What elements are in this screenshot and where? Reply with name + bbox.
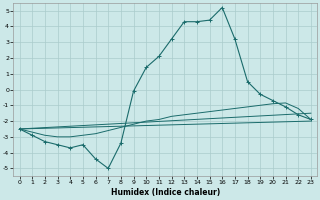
X-axis label: Humidex (Indice chaleur): Humidex (Indice chaleur) — [111, 188, 220, 197]
